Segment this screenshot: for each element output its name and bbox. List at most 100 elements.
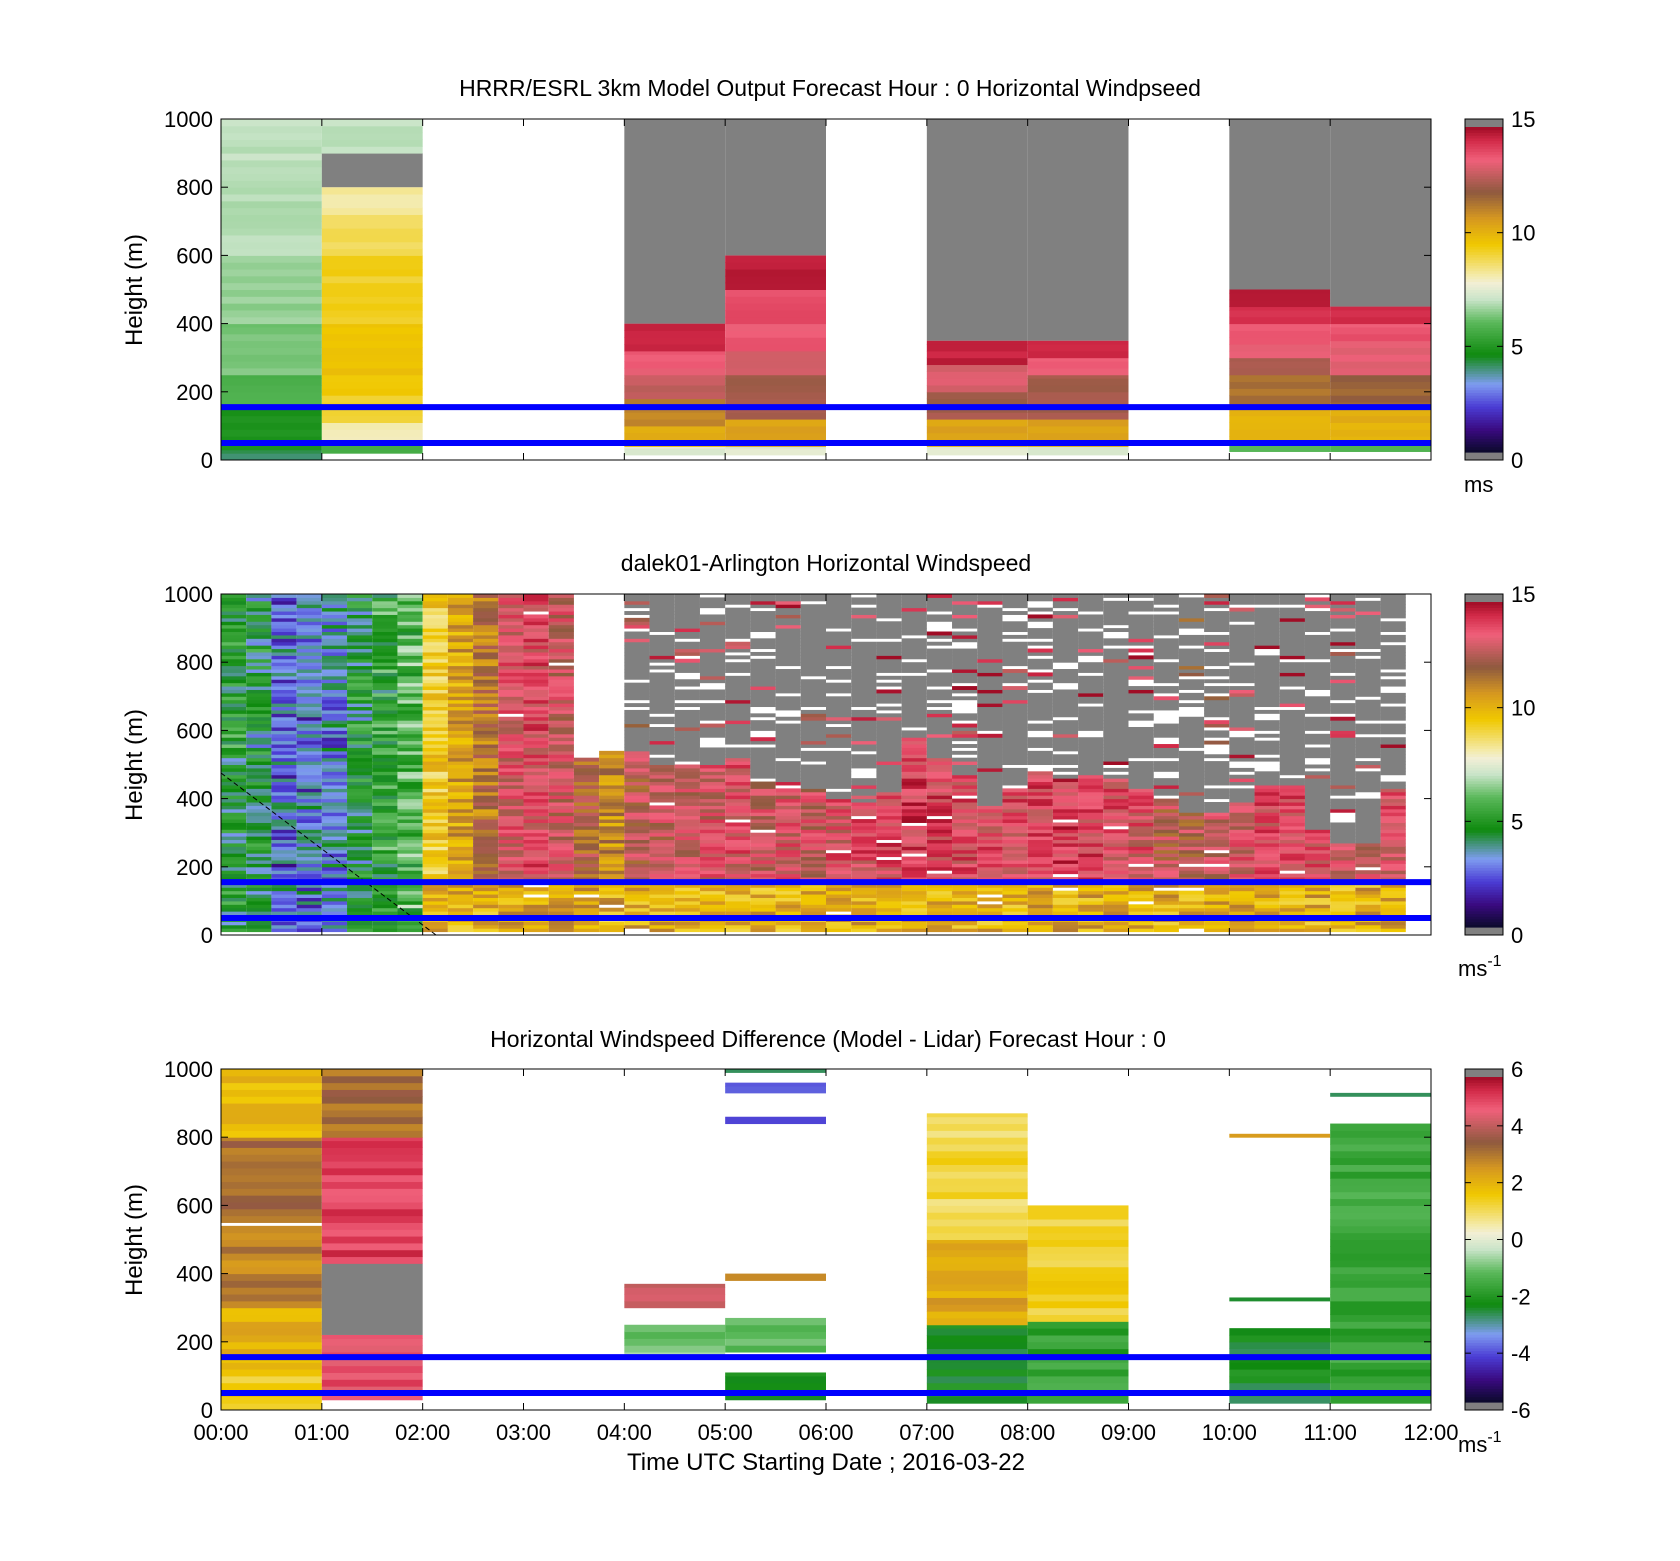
- heatmap-cell: [1078, 767, 1104, 772]
- heatmap-cell: [422, 849, 448, 854]
- heatmap-cell: [1380, 870, 1406, 875]
- heatmap-cell: [473, 904, 499, 909]
- heatmap-cell: [750, 638, 776, 643]
- heatmap-cell: [901, 651, 927, 656]
- colorbar-segment: [1465, 788, 1503, 793]
- heatmap-cell: [699, 624, 726, 629]
- heatmap-cell: [321, 1147, 423, 1155]
- heatmap-cell: [372, 812, 398, 817]
- heatmap-cell: [1103, 607, 1129, 612]
- heatmap-cell: [1254, 757, 1280, 762]
- heatmap-cell: [246, 703, 272, 708]
- heatmap-cell: [624, 866, 650, 871]
- heatmap-cell: [826, 682, 852, 687]
- colorbar-tick-label: 15: [1511, 582, 1535, 607]
- heatmap-cell: [1204, 679, 1230, 684]
- heatmap-cell: [246, 672, 272, 677]
- heatmap-cell: [1128, 631, 1154, 636]
- heatmap-cell: [447, 733, 474, 738]
- heatmap-cell: [1279, 747, 1305, 752]
- heatmap-cell: [926, 907, 953, 912]
- heatmap-cell: [1355, 846, 1381, 851]
- heatmap-cell: [1330, 928, 1356, 933]
- heatmap-cell: [750, 686, 776, 690]
- heatmap-cell: [674, 665, 700, 670]
- heatmap-cell: [851, 600, 877, 605]
- heatmap-cell: [952, 764, 978, 769]
- heatmap-cell: [548, 597, 574, 602]
- colorbar-segment: [1465, 248, 1503, 253]
- heatmap-cell: [1254, 842, 1280, 847]
- heatmap-cell: [624, 367, 726, 376]
- heatmap-cell: [699, 617, 726, 622]
- heatmap-cell: [397, 802, 423, 806]
- heatmap-cell: [1330, 662, 1356, 667]
- heatmap-cell: [321, 737, 348, 742]
- heatmap-cell: [624, 662, 650, 667]
- heatmap-cell: [296, 791, 322, 796]
- heatmap-cell: [800, 784, 826, 789]
- heatmap-cell: [321, 692, 348, 697]
- heatmap-cell: [523, 836, 549, 841]
- heatmap-cell: [1128, 665, 1154, 670]
- heatmap-cell: [1103, 600, 1129, 605]
- heatmap-cell: [826, 812, 852, 817]
- heatmap-cell: [674, 617, 700, 622]
- heatmap-cell: [876, 846, 902, 851]
- heatmap-cell: [1153, 822, 1179, 827]
- heatmap-cell: [1027, 921, 1053, 926]
- heatmap-cell: [624, 651, 650, 656]
- heatmap-cell: [221, 1116, 322, 1125]
- heatmap-cell: [221, 805, 247, 810]
- heatmap-cell: [1178, 897, 1205, 902]
- heatmap-cell: [271, 863, 297, 868]
- heatmap-cell: [876, 600, 902, 605]
- colorbar-segment: [1465, 729, 1503, 733]
- heatmap-cell: [826, 921, 852, 926]
- heatmap-cell: [1229, 928, 1255, 933]
- heatmap-cell: [649, 822, 675, 827]
- heatmap-cell: [674, 846, 700, 851]
- colorbar-segment: [1465, 802, 1503, 806]
- heatmap-cell: [876, 614, 902, 619]
- heatmap-cell: [977, 597, 1003, 602]
- heatmap-cell: [1380, 921, 1406, 926]
- heatmap-cell: [1229, 726, 1255, 731]
- heatmap-cell: [599, 887, 625, 892]
- heatmap-cell: [725, 853, 751, 858]
- heatmap-cell: [296, 839, 322, 844]
- y-tick-label: 200: [176, 380, 213, 405]
- heatmap-cell: [1304, 672, 1331, 677]
- heatmap-cell: [1229, 119, 1331, 290]
- heatmap-cell: [1103, 744, 1129, 748]
- heatmap-cell: [1229, 679, 1255, 684]
- heatmap-cell: [397, 897, 423, 902]
- heatmap-cell: [1304, 825, 1331, 830]
- heatmap-cell: [271, 675, 297, 680]
- heatmap-cell: [221, 187, 322, 195]
- heatmap-cell: [1204, 703, 1230, 708]
- heatmap-cell: [321, 924, 348, 929]
- colorbar-segment: [1465, 623, 1503, 627]
- heatmap-cell: [1380, 781, 1406, 786]
- heatmap-cell: [347, 812, 373, 817]
- heatmap-cell: [1330, 388, 1431, 396]
- heatmap-cell: [851, 726, 877, 731]
- colorbar-segment: [1465, 908, 1503, 912]
- heatmap-cell: [775, 648, 801, 653]
- heatmap-cell: [498, 754, 524, 759]
- heatmap-cell: [321, 234, 423, 243]
- heatmap-cell: [624, 822, 650, 827]
- heatmap-cell: [851, 658, 877, 663]
- heatmap-cell: [775, 815, 801, 820]
- heatmap-cell: [1330, 638, 1356, 643]
- heatmap-cell: [851, 669, 877, 673]
- heatmap-cell: [826, 897, 852, 902]
- heatmap-cell: [296, 808, 322, 813]
- heatmap-cell: [826, 648, 852, 653]
- heatmap-cell: [901, 645, 927, 650]
- heatmap-cell: [347, 890, 373, 895]
- heatmap-cell: [296, 815, 322, 820]
- heatmap-cell: [1380, 716, 1406, 721]
- heatmap-cell: [1103, 679, 1129, 684]
